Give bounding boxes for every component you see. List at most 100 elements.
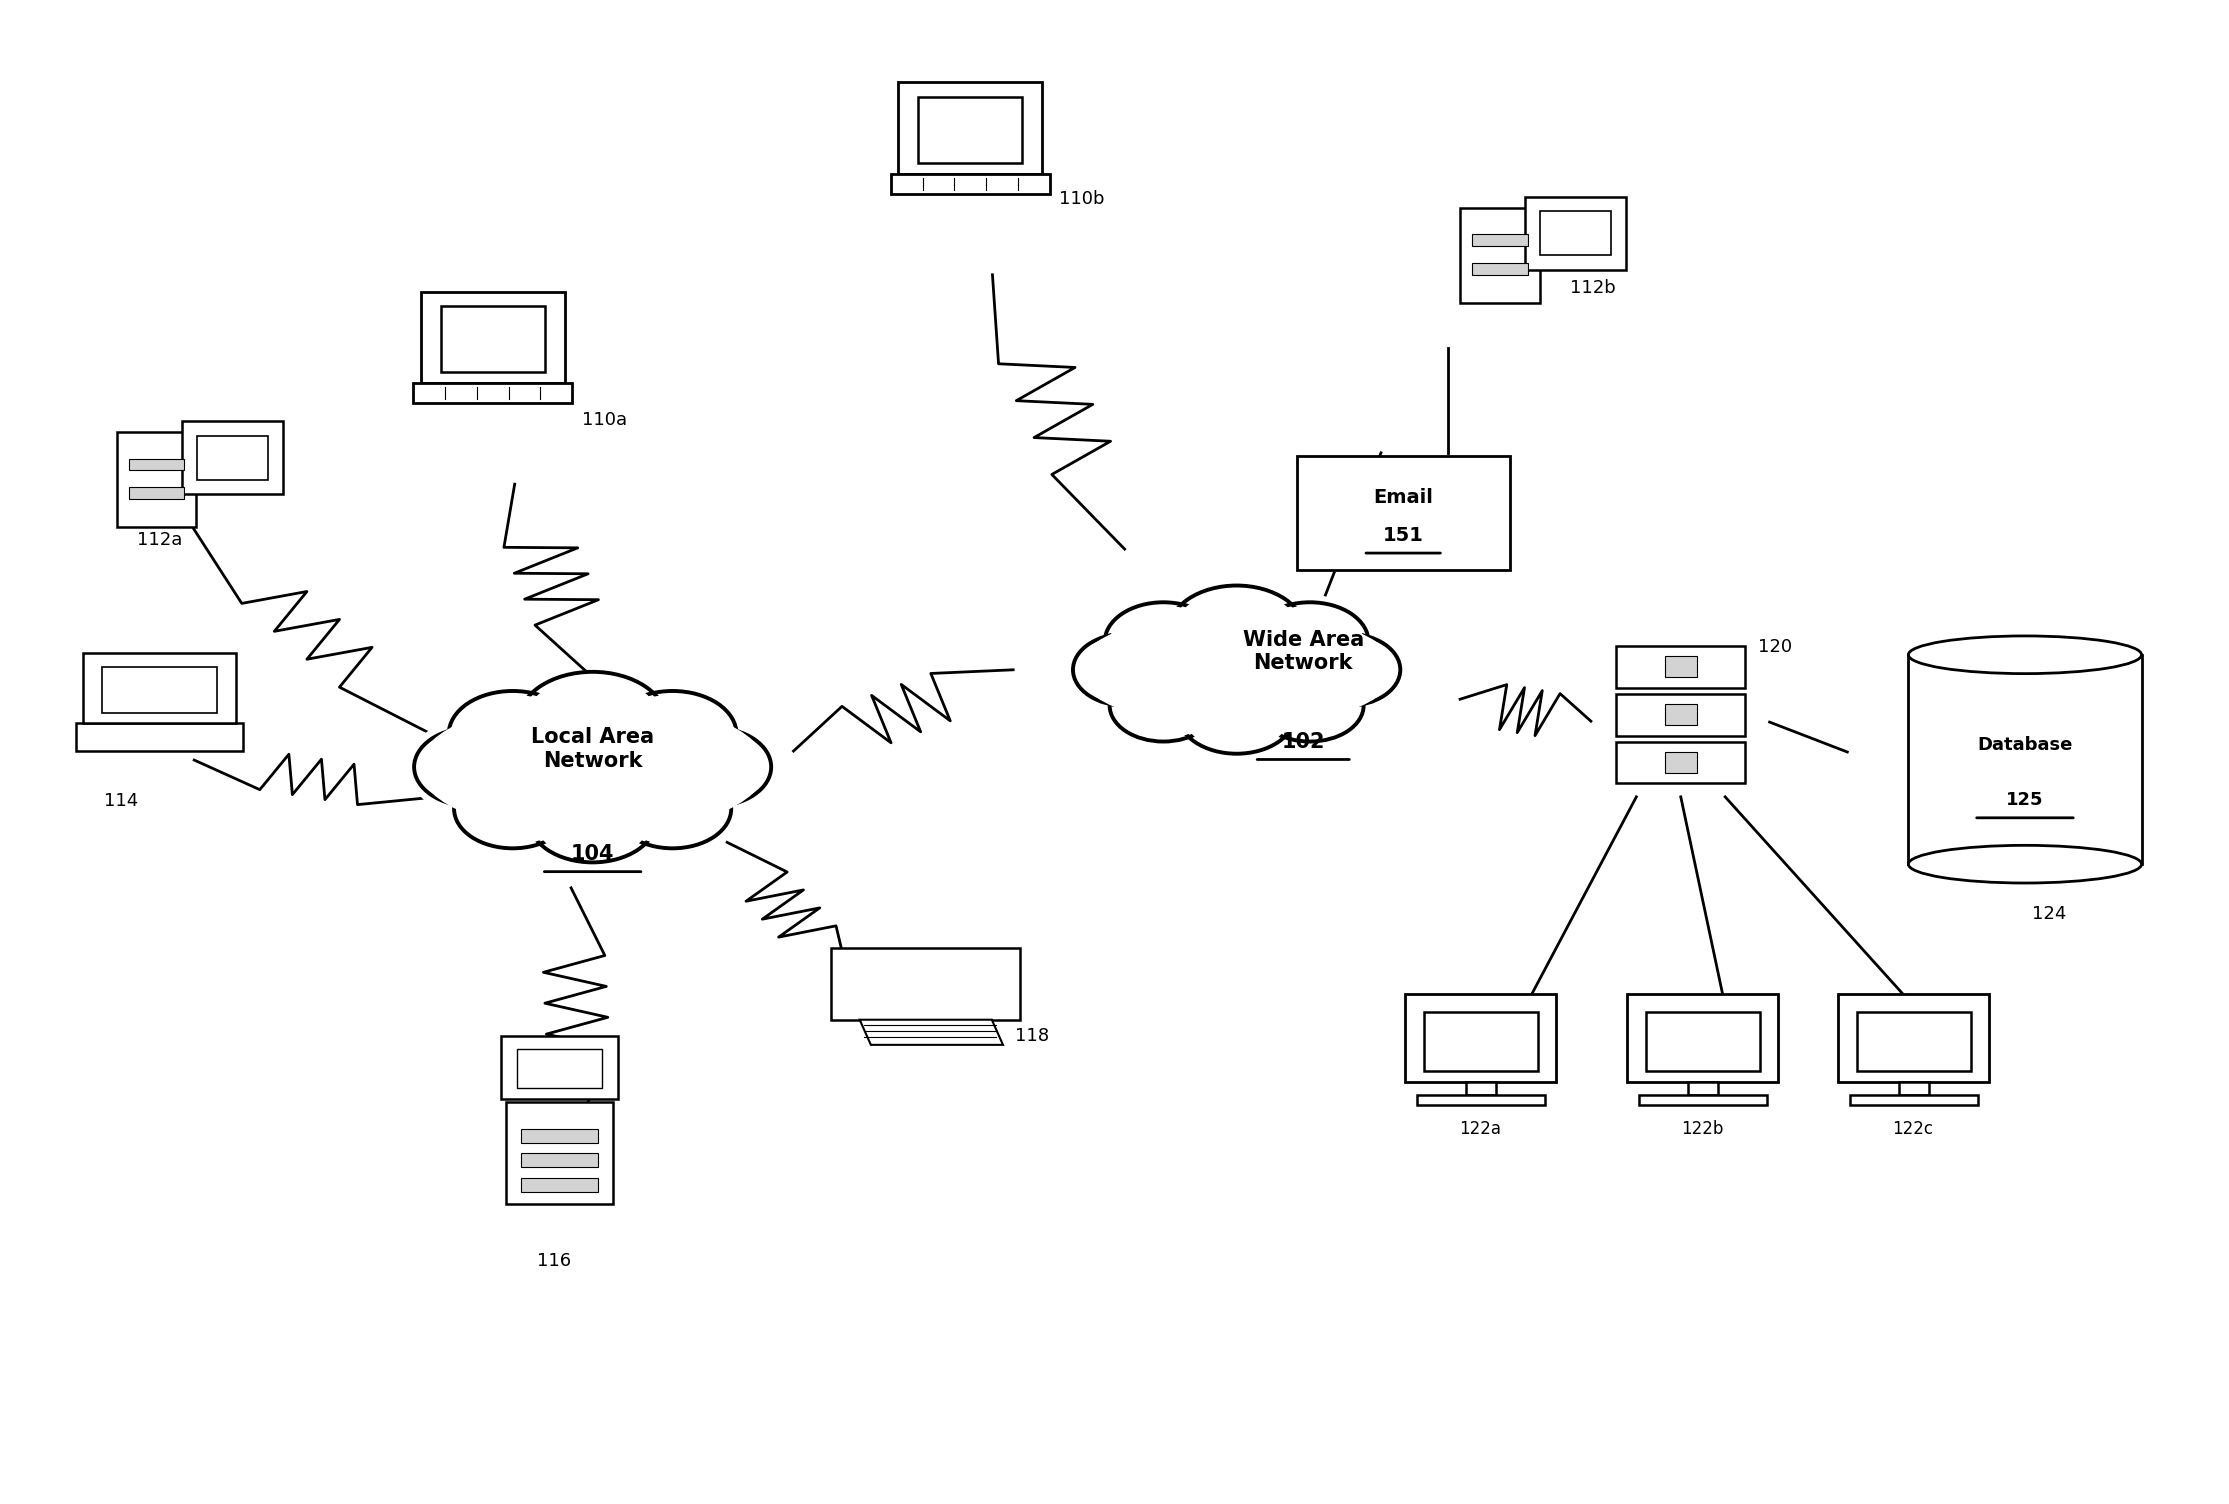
FancyBboxPatch shape (892, 174, 1050, 194)
Text: 122b: 122b (1681, 1120, 1723, 1139)
Text: 112b: 112b (1569, 280, 1616, 298)
FancyBboxPatch shape (183, 421, 283, 495)
Circle shape (528, 776, 658, 862)
FancyBboxPatch shape (506, 1102, 613, 1205)
Circle shape (620, 773, 724, 844)
FancyBboxPatch shape (1460, 208, 1540, 304)
FancyBboxPatch shape (1850, 1095, 1977, 1105)
FancyBboxPatch shape (196, 436, 267, 480)
Text: 125: 125 (2006, 791, 2044, 809)
Circle shape (415, 728, 531, 806)
FancyBboxPatch shape (441, 307, 544, 371)
FancyBboxPatch shape (1418, 1095, 1545, 1105)
FancyBboxPatch shape (1525, 197, 1627, 269)
Circle shape (1293, 633, 1400, 705)
FancyBboxPatch shape (1616, 645, 1745, 687)
Ellipse shape (1908, 845, 2142, 883)
Circle shape (517, 672, 666, 773)
Ellipse shape (1079, 612, 1395, 726)
FancyBboxPatch shape (1908, 654, 2142, 865)
FancyBboxPatch shape (1473, 263, 1527, 275)
Circle shape (1079, 638, 1175, 702)
Circle shape (1110, 669, 1217, 741)
FancyBboxPatch shape (522, 1128, 597, 1143)
FancyBboxPatch shape (1406, 994, 1556, 1081)
FancyBboxPatch shape (103, 668, 216, 713)
FancyBboxPatch shape (1665, 752, 1696, 773)
Circle shape (615, 695, 731, 773)
FancyBboxPatch shape (1616, 741, 1745, 784)
Circle shape (1257, 606, 1362, 677)
Circle shape (1110, 606, 1217, 677)
FancyBboxPatch shape (1540, 212, 1612, 256)
FancyBboxPatch shape (1665, 704, 1696, 725)
Circle shape (459, 773, 566, 844)
FancyBboxPatch shape (918, 96, 1023, 162)
Text: 122c: 122c (1892, 1120, 1933, 1139)
Circle shape (1297, 638, 1395, 702)
Text: 120: 120 (1759, 638, 1792, 656)
Circle shape (526, 677, 660, 767)
FancyBboxPatch shape (1839, 994, 1990, 1081)
Circle shape (653, 728, 771, 806)
Circle shape (419, 731, 526, 803)
Circle shape (1106, 602, 1221, 681)
Circle shape (613, 770, 731, 848)
FancyBboxPatch shape (522, 1154, 597, 1167)
Text: Email: Email (1373, 489, 1433, 507)
FancyBboxPatch shape (1424, 1012, 1538, 1071)
FancyBboxPatch shape (1627, 994, 1779, 1081)
Circle shape (660, 731, 765, 803)
FancyBboxPatch shape (129, 459, 185, 471)
FancyBboxPatch shape (76, 723, 243, 750)
Circle shape (609, 690, 736, 778)
Ellipse shape (1065, 606, 1409, 734)
Text: 104: 104 (571, 844, 615, 863)
FancyBboxPatch shape (1638, 1095, 1768, 1105)
Circle shape (1175, 590, 1297, 674)
Text: 110b: 110b (1059, 190, 1106, 208)
Circle shape (535, 781, 651, 859)
FancyBboxPatch shape (1297, 456, 1509, 570)
Circle shape (1262, 672, 1357, 738)
Circle shape (455, 695, 571, 773)
Text: 110a: 110a (582, 411, 626, 429)
Text: Local Area
Network: Local Area Network (531, 728, 653, 770)
FancyBboxPatch shape (1473, 235, 1527, 245)
Circle shape (1114, 672, 1213, 738)
Circle shape (1072, 633, 1181, 705)
Polygon shape (860, 1020, 1003, 1045)
Circle shape (1177, 675, 1295, 754)
FancyBboxPatch shape (116, 432, 196, 528)
Circle shape (1257, 669, 1364, 741)
Circle shape (1168, 585, 1304, 678)
FancyBboxPatch shape (517, 1048, 602, 1087)
Text: 118: 118 (1014, 1027, 1048, 1045)
FancyBboxPatch shape (129, 487, 185, 499)
Text: Database: Database (1977, 735, 2073, 754)
Ellipse shape (419, 699, 767, 835)
Circle shape (448, 690, 577, 778)
Text: 112a: 112a (138, 531, 183, 549)
FancyBboxPatch shape (1616, 693, 1745, 735)
Circle shape (1184, 678, 1288, 750)
FancyBboxPatch shape (898, 83, 1043, 174)
FancyBboxPatch shape (1647, 1012, 1759, 1071)
Ellipse shape (406, 692, 780, 842)
FancyBboxPatch shape (1899, 1081, 1928, 1095)
FancyBboxPatch shape (831, 948, 1021, 1020)
Text: 102: 102 (1282, 731, 1324, 752)
Text: 114: 114 (105, 793, 138, 811)
FancyBboxPatch shape (1467, 1081, 1496, 1095)
Text: 122a: 122a (1458, 1120, 1500, 1139)
Text: 124: 124 (2031, 904, 2066, 922)
Ellipse shape (1908, 636, 2142, 674)
FancyBboxPatch shape (522, 1178, 597, 1191)
FancyBboxPatch shape (502, 1036, 617, 1099)
FancyBboxPatch shape (82, 653, 236, 723)
FancyBboxPatch shape (1857, 1012, 1970, 1071)
FancyBboxPatch shape (412, 384, 573, 403)
Circle shape (1250, 602, 1369, 681)
FancyBboxPatch shape (421, 292, 564, 384)
Text: 116: 116 (537, 1251, 571, 1269)
